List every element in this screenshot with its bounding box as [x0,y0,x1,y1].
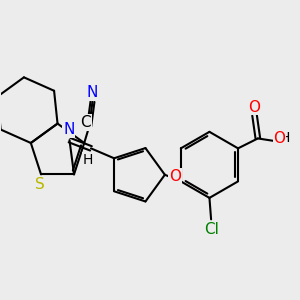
Text: N: N [87,85,98,100]
Text: C: C [81,115,91,130]
Text: Cl: Cl [204,222,218,237]
Text: S: S [35,177,45,192]
Text: H: H [280,131,290,146]
Text: O: O [273,131,285,146]
Text: N: N [63,122,74,137]
Text: O: O [249,100,261,115]
Text: H: H [82,153,93,167]
Text: O: O [169,169,181,184]
